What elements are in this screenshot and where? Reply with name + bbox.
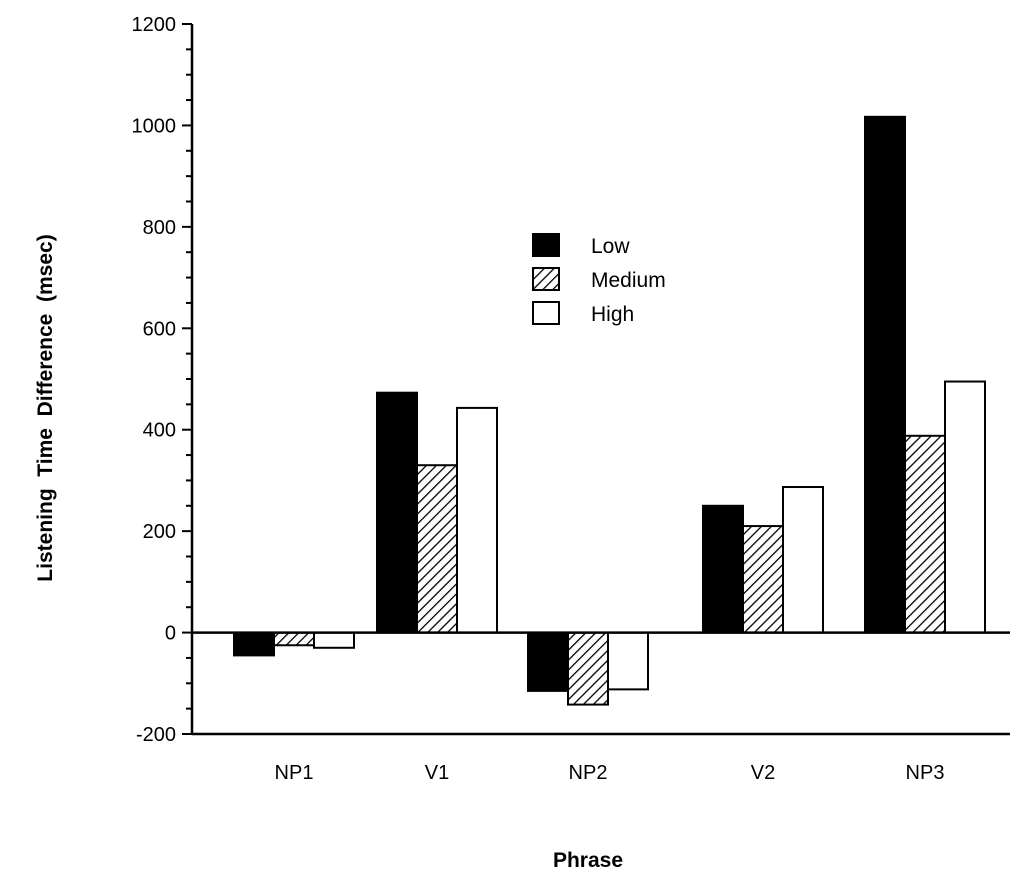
bar-v2-high (782, 486, 824, 634)
x-tick-label-v1: V1 (425, 762, 449, 784)
bar-v2-low (702, 504, 744, 634)
y-tick-label: 0 (165, 623, 176, 645)
bar-v1-high (456, 406, 498, 634)
bar-np2-low (527, 631, 569, 692)
y-tick-label: 400 (143, 420, 176, 442)
x-tick-label-np1: NP1 (275, 762, 314, 784)
y-tick-label: 800 (143, 217, 176, 239)
y-tick-label: 200 (143, 521, 176, 543)
y-tick-label: -200 (136, 724, 176, 746)
bar-v2-medium (742, 525, 784, 634)
bar-v1-low (376, 391, 418, 634)
y-tick-label: 1200 (132, 14, 177, 36)
legend: Low Medium High (532, 233, 666, 326)
y-ticks: -200 0 200 400 600 800 1000 1200 (132, 14, 192, 746)
y-tick-label: 600 (143, 318, 176, 340)
bar-np3-medium (904, 434, 946, 634)
x-tick-label-np3: NP3 (906, 762, 945, 784)
bar-np1-medium (273, 631, 315, 647)
bar-np3-high (944, 380, 986, 634)
bar-np2-medium (567, 631, 609, 706)
x-axis-label: Phrase (553, 849, 623, 872)
bar-np2-high (607, 631, 649, 691)
y-tick-label: 1000 (132, 115, 177, 137)
bars-layer (233, 115, 986, 706)
bar-np3-low (864, 115, 906, 634)
legend-swatch-high (532, 301, 560, 325)
x-categories: NP1 V1 NP2 V2 NP3 (275, 762, 945, 784)
bar-v1-medium (416, 464, 458, 634)
legend-label-medium: Medium (591, 269, 666, 292)
bar-np1-high (313, 631, 355, 649)
legend-label-low: Low (591, 235, 630, 258)
legend-swatch-medium (532, 267, 560, 291)
x-tick-label-v2: V2 (751, 762, 775, 784)
legend-swatch-low (532, 233, 560, 257)
x-tick-label-np2: NP2 (569, 762, 608, 784)
y-axis-label: Listening Time Difference (msec) (34, 234, 57, 581)
bar-np1-low (233, 631, 275, 657)
legend-label-high: High (591, 303, 634, 326)
